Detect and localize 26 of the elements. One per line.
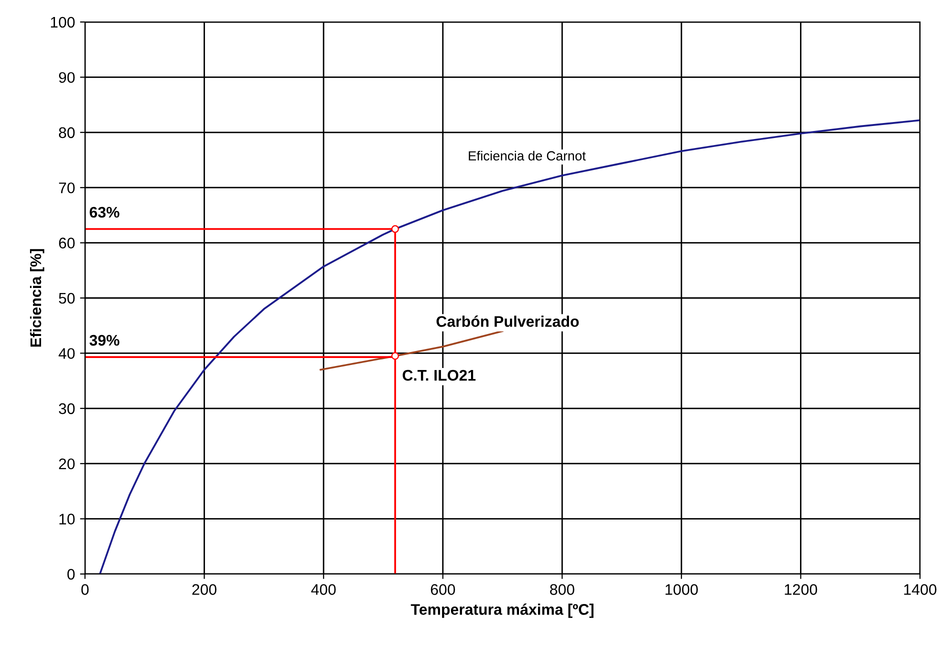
annotation: Eficiencia de Carnot (468, 150, 586, 161)
y-tick-label: 80 (58, 127, 75, 138)
y-tick-label: 100 (50, 16, 75, 28)
y-tick-label: 90 (59, 72, 75, 83)
y-tick-label: 0 (67, 568, 75, 580)
x-axis-title: Temperatura máxima [ºC] (410, 604, 594, 618)
x-tick-label: 800 (550, 584, 574, 595)
y-tick-label: 60 (59, 238, 75, 248)
y-tick-label: 30 (58, 403, 75, 414)
y-tick-label: 20 (59, 458, 75, 470)
x-tick-label: 400 (311, 584, 336, 595)
x-tick-label: 200 (192, 584, 216, 595)
x-tick-label: 1200 (784, 584, 818, 595)
y-tick-label: 70 (59, 182, 75, 194)
y-tick-label: 40 (58, 348, 75, 359)
annotation: C.T. ILO21 (402, 370, 476, 381)
y-axis-title: Eficiencia [%] (30, 249, 44, 347)
x-tick-label: 600 (430, 584, 456, 595)
x-tick-label: 1400 (904, 584, 936, 595)
x-tick-label: 0 (81, 584, 89, 595)
annotation: 39% (90, 334, 120, 346)
y-tick-label: 50 (58, 292, 75, 304)
x-tick-label: 1000 (666, 584, 698, 595)
annotation: 63% (90, 206, 120, 218)
y-tick-label: 10 (59, 514, 75, 524)
annotation: Carbón Pulverizado (436, 316, 579, 327)
